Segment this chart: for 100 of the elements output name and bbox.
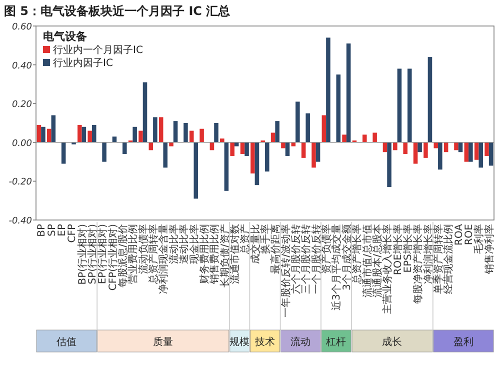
bar <box>220 138 224 142</box>
legend-label: 行业内因子IC <box>53 57 113 69</box>
x-tick-label: SP(行业相对) <box>86 224 98 284</box>
bar <box>163 142 168 168</box>
x-tick-label: 近3个月平均成交量 <box>330 224 343 310</box>
x-tick-label: 营业费用比例 <box>127 224 140 284</box>
bar <box>407 68 412 142</box>
x-tick-label: 速动比率 <box>178 224 190 264</box>
x-tick-label: 主营业务收入增长率 <box>382 224 394 314</box>
x-tick-label: 成交量比 <box>249 224 262 264</box>
legend-title: 电气设备 <box>43 30 87 43</box>
bar <box>316 142 320 162</box>
text: 盈利 <box>453 336 474 348</box>
bar <box>322 115 326 142</box>
chart-title: 图 5：电气设备板块近一个月因子 IC 汇总 <box>4 4 232 18</box>
x-tick-label: 每股净资产增长率 <box>412 224 424 304</box>
bar <box>424 142 428 158</box>
bar <box>312 142 316 168</box>
x-tick-label: EP <box>56 224 68 236</box>
bar <box>434 142 438 148</box>
y-tick-label: -0.40 <box>8 216 32 226</box>
bar <box>387 142 392 188</box>
bar <box>362 134 367 142</box>
bar <box>184 123 188 142</box>
x-tick-label: 六个月股价反转 <box>290 224 302 294</box>
x-tick-label: CFP <box>67 224 78 243</box>
text: 流动 <box>290 336 311 348</box>
bar <box>336 74 341 142</box>
bar <box>428 57 432 142</box>
bar <box>82 126 86 142</box>
bar <box>102 142 106 162</box>
x-tick-label: 流动比率 <box>168 224 180 264</box>
bar <box>92 124 96 142</box>
legend-label: 行业内一个月因子IC <box>53 44 143 56</box>
bar <box>138 130 143 142</box>
text: 质量 <box>153 336 174 348</box>
bar <box>464 142 469 162</box>
bar <box>230 142 234 156</box>
bar <box>142 82 148 142</box>
bar <box>173 121 178 142</box>
y-tick-label: 0.20 <box>12 100 32 110</box>
text: 成长 <box>382 336 402 348</box>
bar <box>306 113 310 142</box>
bar <box>468 142 473 162</box>
bar <box>41 126 46 142</box>
bar <box>281 142 286 148</box>
bar <box>200 128 204 142</box>
x-tick-label: 经营现金流比例 <box>442 224 455 294</box>
bar <box>275 121 280 142</box>
bar <box>194 142 198 199</box>
x-tick-label: 毛利率 <box>473 224 486 254</box>
x-tick-label: 最高价距离 <box>270 224 282 274</box>
bar <box>51 115 56 142</box>
bar <box>346 43 351 142</box>
bar <box>78 124 82 142</box>
text: 估值 <box>56 337 77 348</box>
bar <box>36 124 42 142</box>
bar <box>478 142 484 168</box>
x-tick-label: 总资产增长率 <box>351 224 364 285</box>
bar <box>153 117 158 142</box>
bar <box>296 102 300 142</box>
x-tick-label: 流动负债率 <box>137 224 150 274</box>
bar <box>254 142 260 186</box>
bar <box>189 130 194 142</box>
bar <box>326 38 330 142</box>
x-tick-label: CFP(行业相对) <box>106 224 119 291</box>
bar <box>88 130 92 142</box>
bar <box>372 132 377 142</box>
x-tick-label: SP <box>46 224 58 236</box>
bar <box>122 142 127 154</box>
x-tick-label: 流通市值/总市值 <box>361 224 374 298</box>
bar <box>270 132 276 142</box>
bar <box>265 142 270 172</box>
x-tick-label: EP(行业相对) <box>96 224 109 284</box>
x-tick-label: 三个月股价反转 <box>300 224 312 294</box>
bar <box>403 142 408 154</box>
x-tick-label: 3个月成交金额 <box>340 224 353 290</box>
bar <box>418 142 422 152</box>
x-tick-label: 净利润增长率 <box>422 224 434 284</box>
x-tick-label: 一年股价反转/波动率 <box>280 224 292 318</box>
text: 技术 <box>254 336 275 348</box>
x-tick-label: 净利润现金含量 <box>158 224 170 294</box>
bar <box>250 142 255 174</box>
bar <box>158 117 164 142</box>
bar <box>169 142 174 146</box>
x-tick-label: 长期负债/资产 <box>218 224 231 288</box>
bar <box>454 142 458 150</box>
bar <box>244 142 249 156</box>
x-tick-label: 流通市值对数 <box>228 224 241 284</box>
bar <box>61 142 66 164</box>
text: 杠杆 <box>325 336 346 348</box>
text: 规模 <box>230 336 250 348</box>
bar <box>413 142 418 164</box>
bar <box>342 134 346 142</box>
bar <box>474 142 479 160</box>
x-tick-label: 财务费用比例 <box>198 224 210 284</box>
x-tick-label: 换手率 <box>260 224 272 254</box>
bar <box>46 128 52 142</box>
y-tick-label: 0.60 <box>12 22 32 32</box>
bar <box>488 142 494 166</box>
